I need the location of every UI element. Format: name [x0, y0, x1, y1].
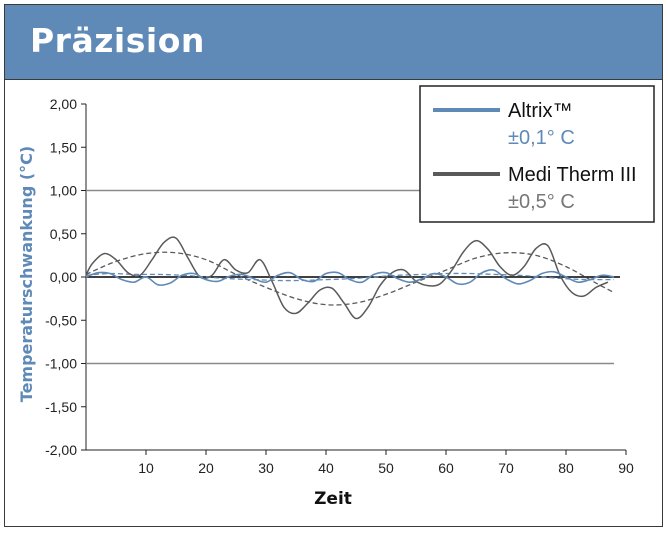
x-tick-label: 10 [138, 460, 154, 476]
y-tick-label: -1,00 [45, 356, 77, 372]
series-line-medi-therm-iii-trend [85, 251, 615, 306]
x-tick-label: 50 [378, 460, 394, 476]
y-tick-label: 2,00 [50, 96, 77, 112]
y-tick-label: -1,50 [45, 399, 77, 415]
page-title: Präzision [30, 21, 205, 60]
x-tick-label: 80 [558, 460, 574, 476]
legend-entry-spec: ±0,1° C [508, 127, 575, 149]
y-axis-label: Temperaturschwankung (°C) [17, 146, 36, 402]
y-tick-label: -0,50 [45, 312, 77, 328]
series-line-medi-therm-iii [85, 236, 609, 320]
x-axis-label: Zeit [314, 489, 352, 509]
x-tick-label: 60 [438, 460, 454, 476]
legend-entry-spec: ±0,5° C [508, 191, 575, 213]
series-line-altrix-trend [85, 272, 615, 282]
x-tick-label: 20 [198, 460, 214, 476]
x-tick-label: 40 [318, 460, 334, 476]
x-tick-label: 30 [258, 460, 274, 476]
legend-entry-name: Altrix™ [508, 100, 572, 122]
x-tick-label: 70 [498, 460, 514, 476]
series-line-altrix [85, 269, 615, 286]
y-tick-label: 1,50 [50, 139, 77, 155]
x-tick-label: 90 [618, 460, 634, 476]
legend: Altrix™ ±0,1° C Medi Therm III ±0,5° C [419, 85, 655, 223]
y-tick-label: 0,50 [50, 226, 77, 242]
header-bar: Präzision [5, 5, 662, 80]
y-tick-label: -2,00 [45, 442, 77, 458]
legend-entry-name: Medi Therm III [508, 164, 637, 186]
series-layer [85, 236, 615, 320]
y-tick-label: 0,00 [50, 269, 77, 285]
y-tick-label: 1,00 [50, 183, 77, 199]
